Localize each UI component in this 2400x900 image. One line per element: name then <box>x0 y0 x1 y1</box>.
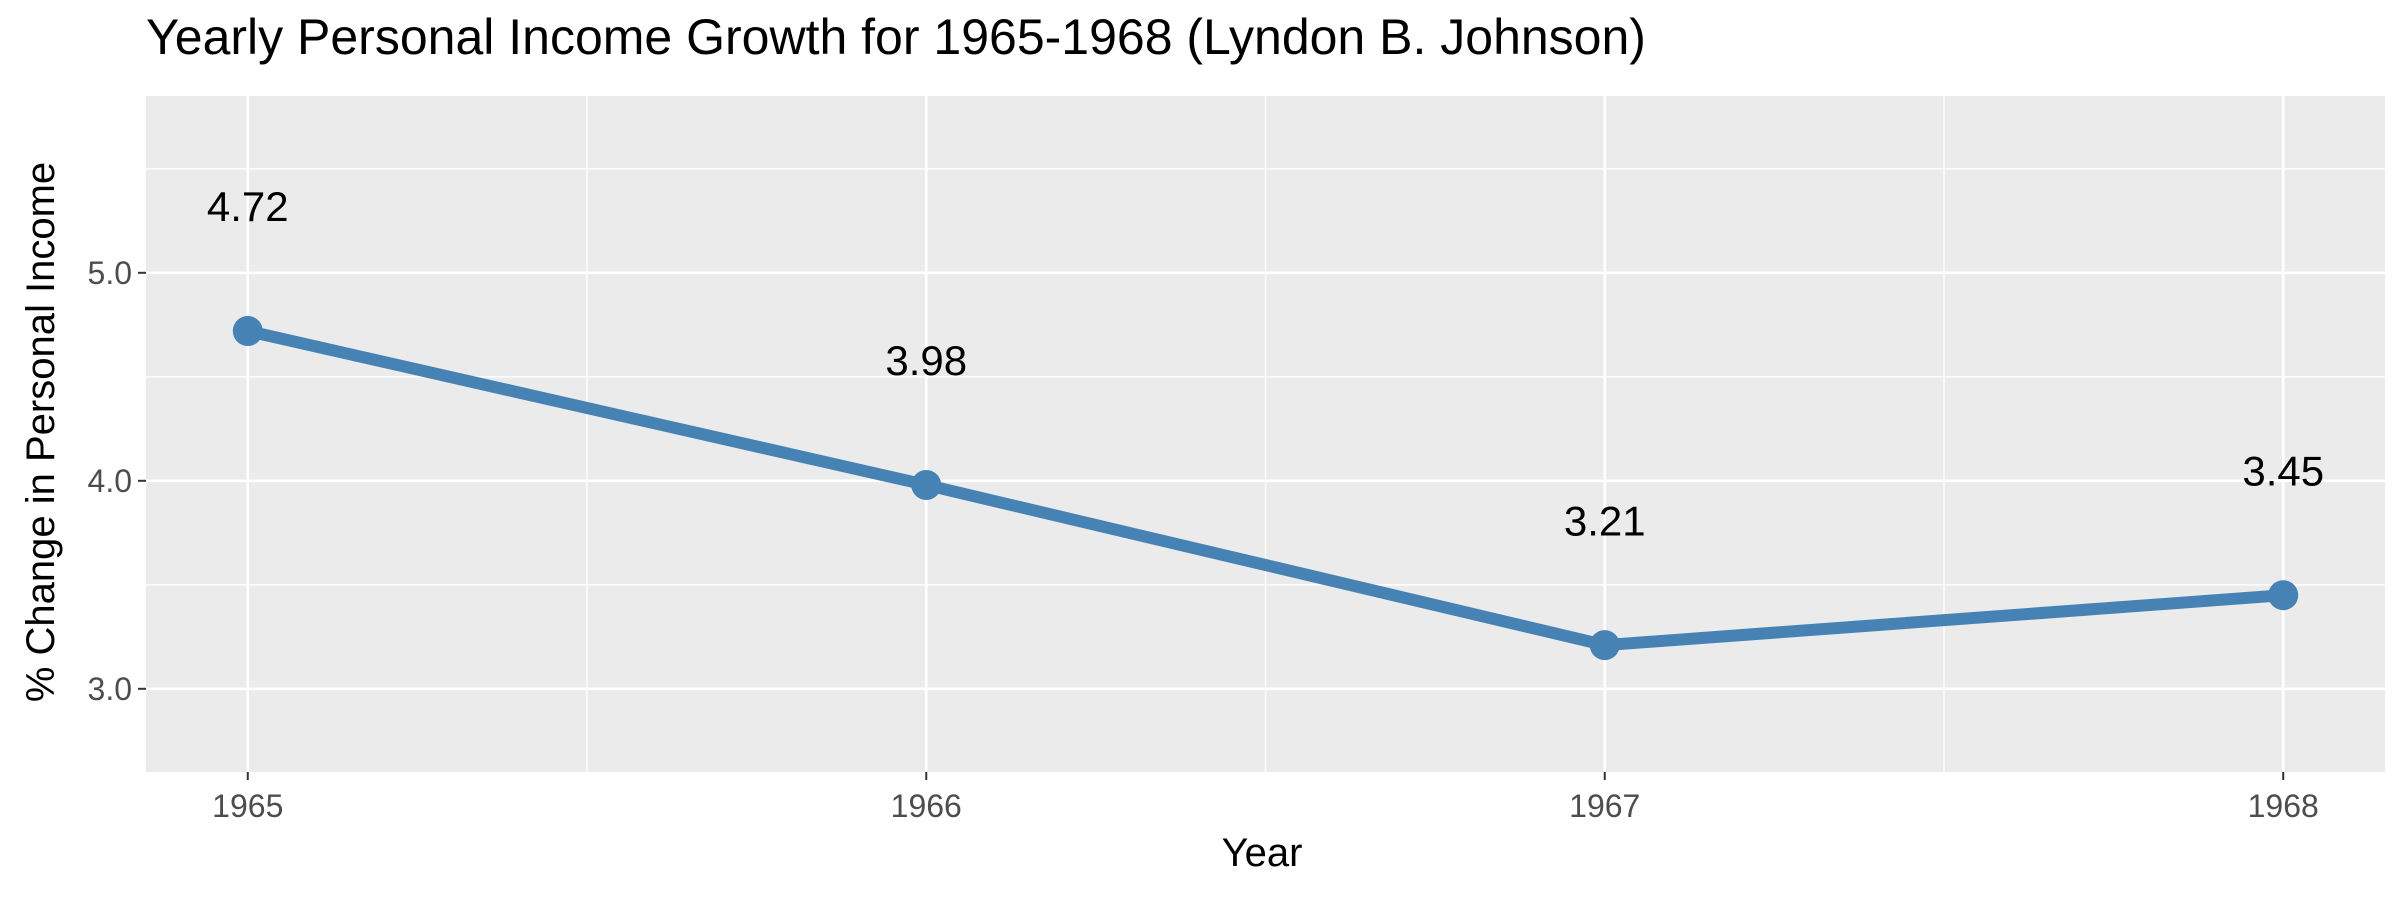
y-axis-title: % Change in Personal Income <box>19 162 63 702</box>
data-point <box>1589 630 1620 661</box>
x-tick-label: 1965 <box>212 788 283 824</box>
data-label: 3.98 <box>885 337 967 384</box>
minor-gridlines <box>146 96 2385 772</box>
major-gridlines <box>146 96 2385 772</box>
y-tick-label: 5.0 <box>88 255 132 291</box>
x-tick-label: 1966 <box>891 788 962 824</box>
chart-title: Yearly Personal Income Growth for 1965-1… <box>146 9 1646 65</box>
x-axis-title: Year <box>1222 831 1303 875</box>
data-label-layer: 4.72 3.98 3.21 3.45 <box>207 183 2324 544</box>
axis-ticks <box>138 271 2285 780</box>
data-label: 3.21 <box>1564 497 1646 544</box>
tick-labels: 1965 1966 1967 1968 3.0 4.0 5.0 <box>88 255 2319 824</box>
x-tick-label: 1967 <box>1569 788 1640 824</box>
y-tick-label: 3.0 <box>88 671 132 707</box>
y-tick-label: 4.0 <box>88 463 132 499</box>
data-point <box>2268 580 2299 611</box>
series-line <box>246 325 2284 652</box>
data-point <box>232 316 263 347</box>
data-point <box>911 469 942 500</box>
data-label: 3.45 <box>2242 447 2324 494</box>
point-layer <box>232 316 2299 661</box>
series-layer <box>246 325 2284 652</box>
x-tick-label: 1968 <box>2248 788 2319 824</box>
data-label: 4.72 <box>207 183 289 230</box>
